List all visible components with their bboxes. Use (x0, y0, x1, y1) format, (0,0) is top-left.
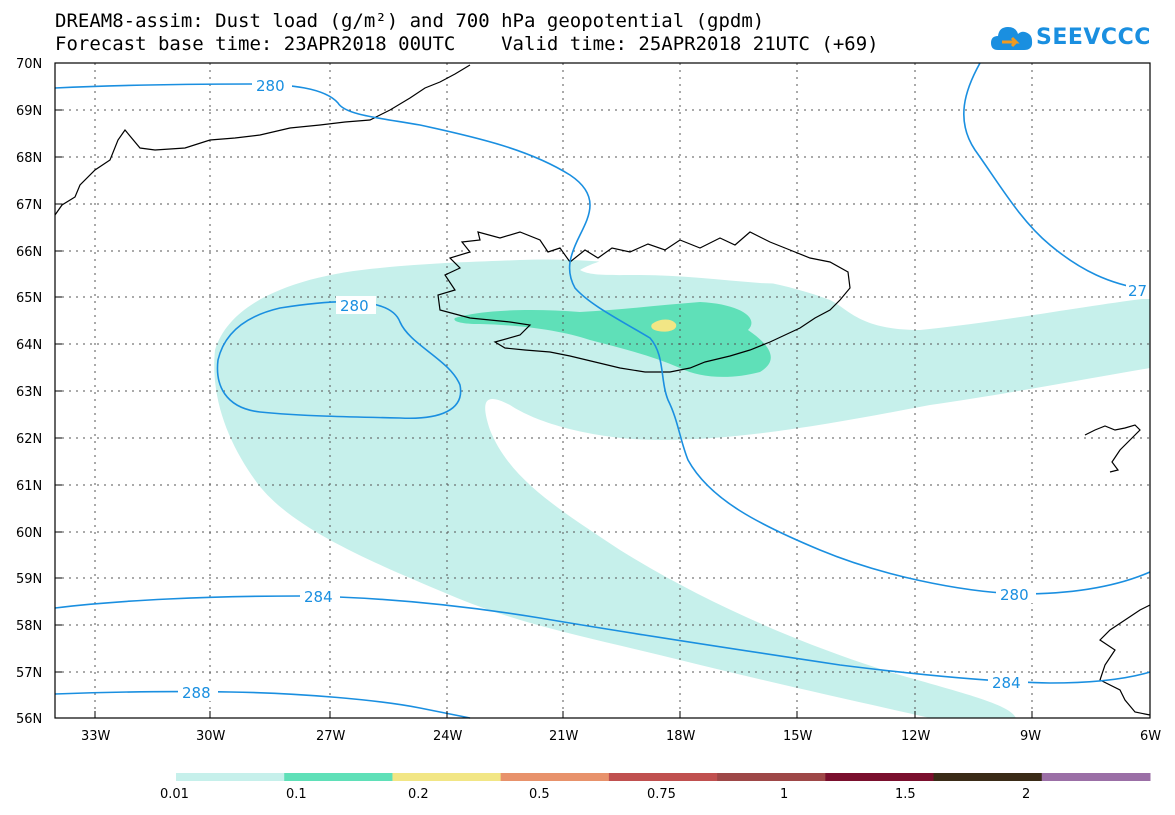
lat-label: 66N (16, 245, 42, 260)
lon-label: 30W (196, 729, 226, 744)
lon-label: 27W (316, 729, 346, 744)
iceland-coast (437, 231, 851, 373)
lat-label: 57N (16, 666, 42, 681)
lat-label: 56N (16, 712, 42, 727)
colorbar-label: 0.5 (529, 787, 550, 802)
lat-label: 67N (16, 198, 42, 213)
contour-label: 27 (1128, 282, 1147, 300)
lon-label: 15W (783, 729, 813, 744)
lat-label: 58N (16, 619, 42, 634)
lat-label: 64N (16, 338, 42, 353)
lat-label: 63N (16, 385, 42, 400)
dust-plume-0.01 (214, 259, 1150, 718)
contour-labels: 280 280 280 27 284 284 288 (178, 76, 1150, 702)
dust-load-shading (214, 259, 1150, 718)
colorbar-swatch (176, 773, 285, 781)
colorbar-label: 1 (780, 787, 788, 802)
lon-label: 6W (1140, 729, 1161, 744)
graticule (55, 63, 1150, 718)
lat-label: 61N (16, 479, 42, 494)
lon-label: 33W (81, 729, 111, 744)
colorbar-swatch (717, 773, 826, 781)
lon-label: 9W (1020, 729, 1041, 744)
colorbar-label: 0.01 (160, 787, 189, 802)
colorbar-label: 0.75 (647, 787, 676, 802)
map-subtitle: Forecast base time: 23APR2018 00UTC Vali… (55, 33, 879, 55)
lat-label: 69N (16, 104, 42, 119)
contour-label: 280 (256, 77, 285, 95)
seevccc-logo: SEEVCCC (990, 22, 1150, 58)
colorbar-label: 1.5 (895, 787, 916, 802)
colorbar-swatch (933, 773, 1043, 781)
coastlines (54, 64, 1151, 716)
geopotential-contours (54, 62, 1151, 719)
contour-label: 280 (340, 297, 369, 315)
contour-label: 280 (1000, 586, 1029, 604)
greenland-coast (54, 64, 471, 216)
lat-label: 59N (16, 572, 42, 587)
map-title: DREAM8-assim: Dust load (g/m²) and 700 h… (55, 10, 765, 32)
colorbar-swatch (284, 773, 393, 781)
contour-284 (54, 595, 1151, 684)
lon-label: 18W (666, 729, 696, 744)
cloud-logo-icon (991, 27, 1033, 50)
colorbar-label: 0.2 (408, 787, 429, 802)
tick-marks (55, 62, 1151, 719)
longitude-labels: 33W 30W 27W 24W 21W 18W 15W 12W 9W 6W (81, 729, 1161, 744)
lon-label: 21W (549, 729, 579, 744)
contour-label: 288 (182, 684, 211, 702)
dust-0.1 (454, 302, 771, 377)
lat-label: 65N (16, 291, 42, 306)
colorbar-swatch (825, 773, 935, 781)
colorbar-label: 0.1 (286, 787, 307, 802)
contour-27x-east (963, 62, 1151, 291)
colorbar-swatch (500, 773, 610, 781)
colorbar-swatch (392, 773, 502, 781)
contour-288 (54, 690, 471, 719)
contour-label: 284 (992, 674, 1021, 692)
colorbar (176, 773, 1151, 781)
contour-label: 284 (304, 588, 333, 606)
dust-0.2 (651, 319, 677, 332)
latitude-labels: 70N 69N 68N 67N 66N 65N 64N 63N 62N 61N … (16, 57, 42, 727)
lat-label: 68N (16, 151, 42, 166)
faroe-islands (1084, 424, 1141, 473)
lon-label: 12W (901, 729, 931, 744)
lon-label: 24W (433, 729, 463, 744)
logo-text: SEEVCCC (1036, 25, 1151, 50)
colorbar-labels: 0.01 0.1 0.2 0.5 0.75 1 1.5 2 (160, 787, 1030, 802)
scotland-coast (1099, 604, 1151, 716)
colorbar-swatch (608, 773, 718, 781)
iceland-white-north (580, 250, 794, 284)
lat-label: 62N (16, 432, 42, 447)
lat-label: 60N (16, 526, 42, 541)
colorbar-swatch (1041, 773, 1151, 781)
contour-280-loop (216, 300, 462, 420)
colorbar-label: 2 (1022, 787, 1030, 802)
lat-label: 70N (16, 57, 42, 72)
contour-280-north (54, 83, 1151, 595)
